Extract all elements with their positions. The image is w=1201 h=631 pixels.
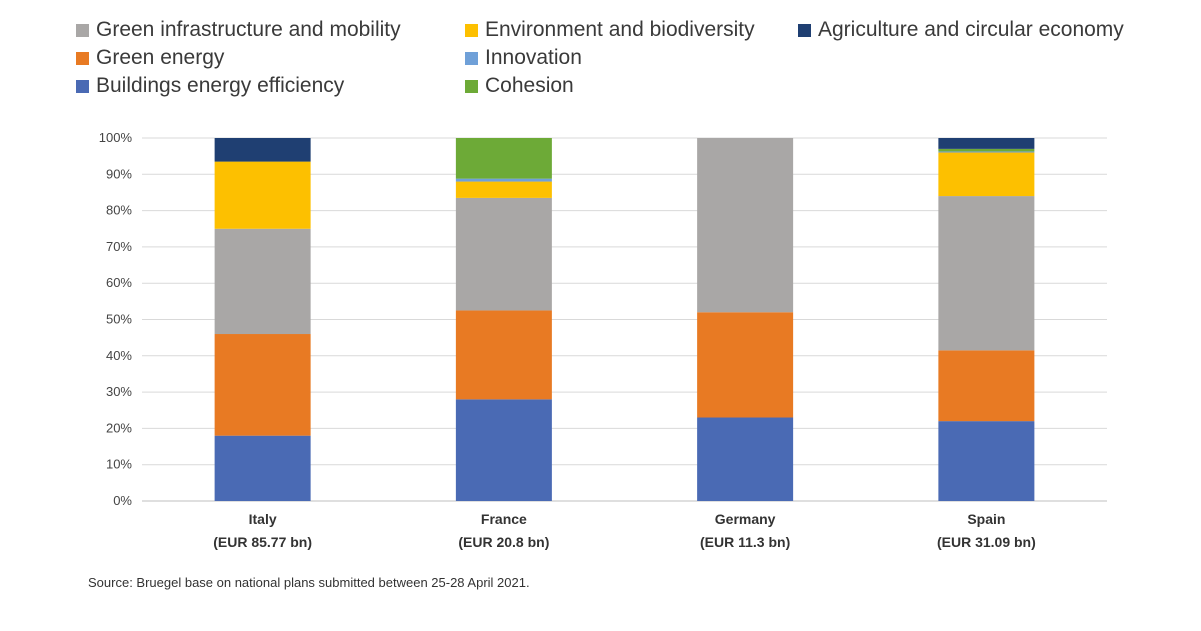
source-note: Source: Bruegel base on national plans s… xyxy=(88,575,530,590)
category-label: Spain xyxy=(967,511,1005,527)
bar-segment-spain-cohesion xyxy=(938,148,1035,152)
bar-segment-france-environment-and-biodiversity xyxy=(455,181,552,198)
legend-label: Cohesion xyxy=(485,74,574,97)
legend-label: Innovation xyxy=(485,46,582,69)
y-tick-label: 10% xyxy=(106,457,132,472)
y-tick-label: 60% xyxy=(106,275,132,290)
bar-segment-spain-green-energy xyxy=(938,350,1035,422)
category-sublabel: (EUR 31.09 bn) xyxy=(937,534,1036,550)
y-tick-label: 20% xyxy=(106,420,132,435)
legend-item: Cohesion xyxy=(465,74,574,98)
y-tick-label: 70% xyxy=(106,239,132,254)
category-sublabel: (EUR 85.77 bn) xyxy=(213,534,312,550)
bar-segment-spain-environment-and-biodiversity xyxy=(938,152,1035,197)
bar-segment-france-innovation xyxy=(455,178,552,182)
bar-segment-italy-buildings-energy-efficiency xyxy=(214,435,311,501)
bar-segment-italy-environment-and-biodiversity xyxy=(214,161,311,229)
legend-item: Innovation xyxy=(465,46,582,70)
category-label: Italy xyxy=(249,511,277,527)
legend-label: Agriculture and circular economy xyxy=(818,18,1124,41)
bar-segment-spain-buildings-energy-efficiency xyxy=(938,421,1035,501)
bar-segment-germany-green-energy xyxy=(697,312,794,418)
legend-swatch xyxy=(76,79,89,93)
category-label: France xyxy=(481,511,527,527)
bar-segment-france-green-energy xyxy=(455,310,552,400)
legend-swatch xyxy=(465,23,478,37)
legend-label: Green energy xyxy=(96,46,225,69)
y-tick-label: 80% xyxy=(106,203,132,218)
legend-item: Green energy xyxy=(76,46,224,70)
y-tick-label: 30% xyxy=(106,384,132,399)
legend-swatch xyxy=(76,23,89,37)
legend-item: Agriculture and circular economy xyxy=(798,18,1124,42)
y-tick-label: 0% xyxy=(113,493,132,508)
legend-item: Environment and biodiversity xyxy=(465,18,755,42)
bar-segment-france-green-infrastructure-and-mobility xyxy=(455,197,552,311)
bar-segment-france-buildings-energy-efficiency xyxy=(455,399,552,501)
category-sublabel: (EUR 20.8 bn) xyxy=(458,534,549,550)
legend-item: Green infrastructure and mobility xyxy=(76,18,401,42)
y-tick-label: 40% xyxy=(106,348,132,363)
bar-segment-spain-green-infrastructure-and-mobility xyxy=(938,196,1035,351)
legend-item: Buildings energy efficiency xyxy=(76,74,344,98)
bar-segment-italy-green-infrastructure-and-mobility xyxy=(214,228,311,335)
legend-label: Buildings energy efficiency xyxy=(96,74,345,97)
legend-swatch xyxy=(465,79,478,93)
bar-segment-germany-green-infrastructure-and-mobility xyxy=(697,138,794,313)
y-tick-label: 90% xyxy=(106,166,132,181)
legend-label: Environment and biodiversity xyxy=(485,18,755,41)
legend-label: Green infrastructure and mobility xyxy=(96,18,401,41)
bar-segment-france-cohesion xyxy=(455,138,552,179)
legend-swatch xyxy=(465,51,478,65)
category-label: Germany xyxy=(715,511,776,527)
legend-swatch xyxy=(76,51,89,65)
category-sublabel: (EUR 11.3 bn) xyxy=(700,534,790,550)
y-tick-label: 100% xyxy=(99,130,133,145)
chart-legend: Green infrastructure and mobility Environ… xyxy=(76,18,1186,108)
legend-swatch xyxy=(798,23,811,37)
bar-segment-italy-green-energy xyxy=(214,334,311,436)
bar-segment-spain-agriculture-and-circular-economy xyxy=(938,138,1035,149)
bar-segment-italy-agriculture-and-circular-economy xyxy=(214,138,311,162)
y-tick-label: 50% xyxy=(106,312,132,327)
bar-segment-germany-buildings-energy-efficiency xyxy=(697,417,794,501)
bar-segment-spain-innovation xyxy=(938,151,1035,153)
